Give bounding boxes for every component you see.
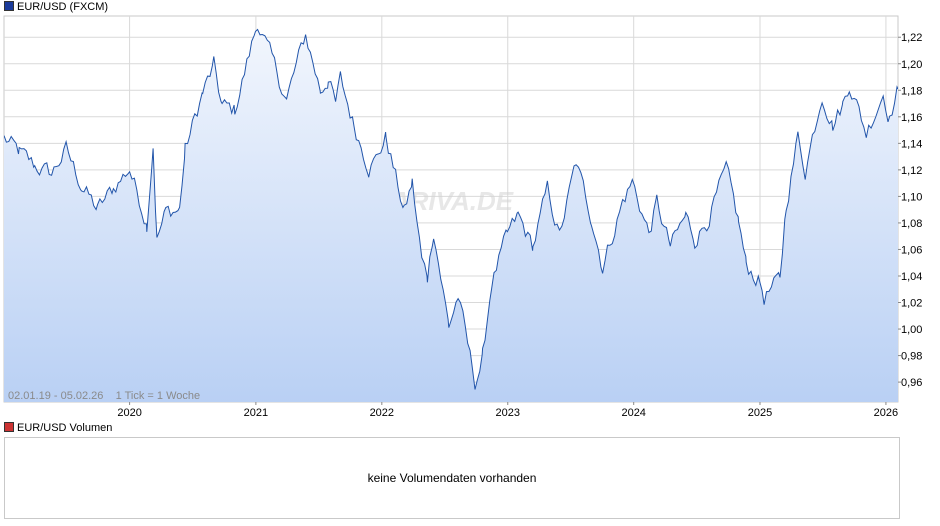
y-tick-label: 0,98 (901, 351, 922, 363)
y-tick-label: 1,20 (901, 59, 922, 71)
x-axis: 2020 2021 2022 2023 2024 2025 2026 (117, 402, 898, 419)
y-tick-label: 1,08 (901, 218, 922, 230)
x-tick-label: 2023 (496, 407, 520, 419)
volume-panel: keine Volumendaten vorhanden (4, 437, 900, 519)
y-tick-label: 0,96 (901, 377, 922, 389)
volume-legend-swatch (4, 422, 14, 432)
x-tick-label: 2025 (748, 407, 772, 419)
volume-empty-message: keine Volumendaten vorhanden (367, 471, 537, 485)
x-tick-label: 2022 (370, 407, 394, 419)
y-tick-label: 1,06 (901, 244, 922, 256)
y-tick-label: 1,10 (901, 191, 922, 203)
x-tick-label: 2021 (244, 407, 268, 419)
x-tick-label: 2024 (621, 407, 645, 419)
x-tick-label: 2026 (874, 407, 898, 419)
price-area-fill (4, 29, 898, 402)
price-legend-swatch (4, 1, 14, 11)
price-legend-label: EUR/USD (FXCM) (17, 1, 109, 13)
y-tick-label: 1,16 (901, 112, 922, 124)
y-axis: 0,96 0,98 1,00 1,02 1,04 1,06 1,08 1,10 1,12 1,14… (898, 32, 922, 389)
y-tick-label: 1,22 (901, 32, 922, 44)
volume-legend: EUR/USD Volumen (4, 422, 112, 435)
y-tick-label: 1,04 (901, 271, 922, 283)
price-line (4, 28, 898, 390)
volume-legend-label: EUR/USD Volumen (17, 422, 113, 434)
y-tick-label: 1,12 (901, 165, 922, 177)
y-tick-label: 1,18 (901, 85, 922, 97)
range-note: 02.01.19 - 05.02.26 1 Tick = 1 Woche (8, 390, 200, 402)
x-tick-label: 2020 (117, 407, 141, 419)
y-tick-label: 1,02 (901, 298, 922, 310)
y-tick-label: 1,14 (901, 138, 922, 150)
y-tick-label: 1,00 (901, 324, 922, 336)
price-legend: EUR/USD (FXCM) (4, 1, 108, 14)
price-chart[interactable]: ARIVA.DE 0,960,981,001,021,041,061,081,1… (0, 14, 940, 430)
